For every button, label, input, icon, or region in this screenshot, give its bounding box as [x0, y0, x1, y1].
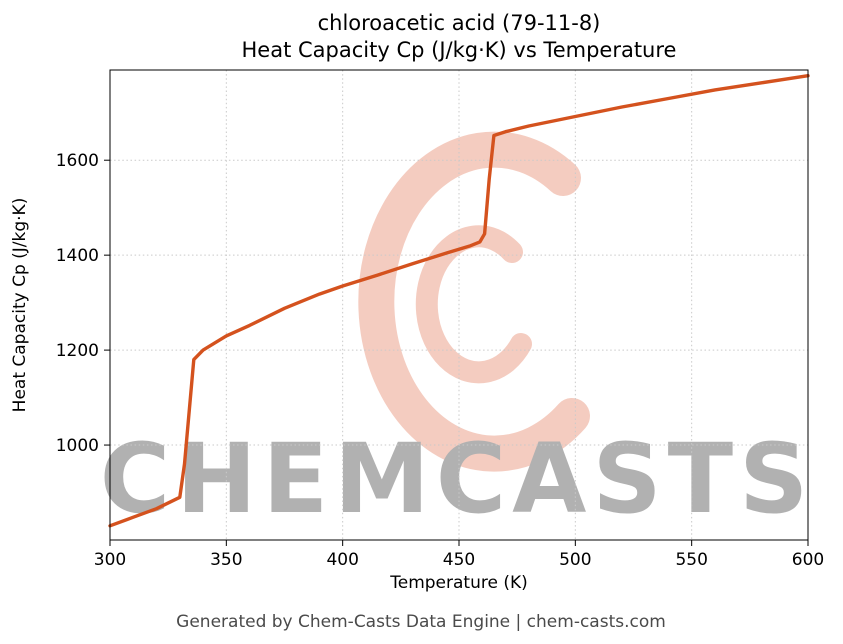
x-tick-label: 400 [326, 550, 358, 570]
chart-title-line2: Heat Capacity Cp (J/kg·K) vs Temperature [242, 38, 677, 62]
x-tick-label: 600 [792, 550, 824, 570]
y-tick-label: 1400 [56, 246, 99, 266]
chemcasts-watermark: CHEMCASTS [100, 131, 814, 535]
chart-title-line1: chloroacetic acid (79-11-8) [318, 11, 601, 35]
y-tick-label: 1200 [56, 341, 99, 361]
x-tick-label: 300 [94, 550, 126, 570]
cp-line [108, 74, 810, 528]
axis-ticks [104, 159, 809, 546]
footer-attribution: Generated by Chem-Casts Data Engine | ch… [176, 612, 666, 632]
data-series-line [108, 74, 810, 528]
x-tick-label: 350 [210, 550, 242, 570]
x-tick-label: 550 [675, 550, 707, 570]
watermark-text: CHEMCASTS [100, 423, 814, 535]
x-tick-label: 450 [443, 550, 475, 570]
x-tick-label: 500 [559, 550, 591, 570]
x-axis-label: Temperature (K) [389, 573, 528, 593]
y-tick-label: 1000 [56, 436, 99, 456]
y-axis-label: Heat Capacity Cp (J/kg·K) [10, 198, 30, 413]
y-tick-label: 1600 [56, 151, 99, 171]
chemcasts-logo-inner-swirl-icon [415, 225, 532, 384]
chemcasts-logo-icon [358, 131, 590, 472]
axis-tick-labels: 300 350 400 450 500 550 600 1000 1200 1400 1600 [56, 151, 824, 570]
